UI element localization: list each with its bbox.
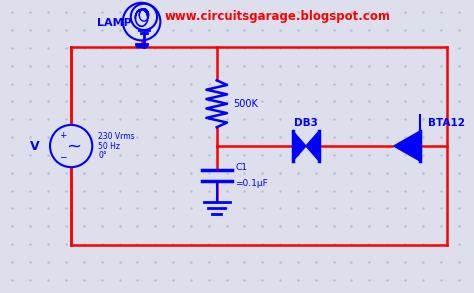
Circle shape xyxy=(123,3,160,40)
Text: DB3: DB3 xyxy=(294,117,318,127)
Polygon shape xyxy=(394,131,420,161)
Text: C1: C1 xyxy=(236,163,247,172)
Text: V: V xyxy=(30,139,39,153)
Text: www.circuitsgarage.blogspot.com: www.circuitsgarage.blogspot.com xyxy=(165,10,391,23)
Polygon shape xyxy=(306,131,319,161)
Text: =0.1μF: =0.1μF xyxy=(236,179,268,188)
Polygon shape xyxy=(293,131,306,161)
Text: ~: ~ xyxy=(66,137,81,155)
Text: 500K: 500K xyxy=(233,99,258,109)
Circle shape xyxy=(131,4,157,30)
Text: +: + xyxy=(59,131,66,140)
Text: 230 Vrms: 230 Vrms xyxy=(99,132,135,141)
Text: −: − xyxy=(59,152,66,161)
Text: BTA12: BTA12 xyxy=(428,117,465,127)
Text: 50 Hz: 50 Hz xyxy=(99,142,120,151)
Text: 0°: 0° xyxy=(99,151,107,160)
Circle shape xyxy=(50,125,92,167)
Text: LAMP: LAMP xyxy=(98,18,132,28)
